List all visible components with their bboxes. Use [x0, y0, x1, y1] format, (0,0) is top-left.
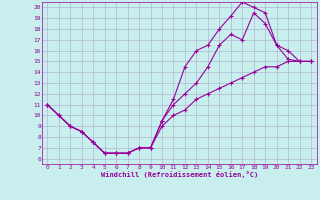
X-axis label: Windchill (Refroidissement éolien,°C): Windchill (Refroidissement éolien,°C): [100, 171, 258, 178]
